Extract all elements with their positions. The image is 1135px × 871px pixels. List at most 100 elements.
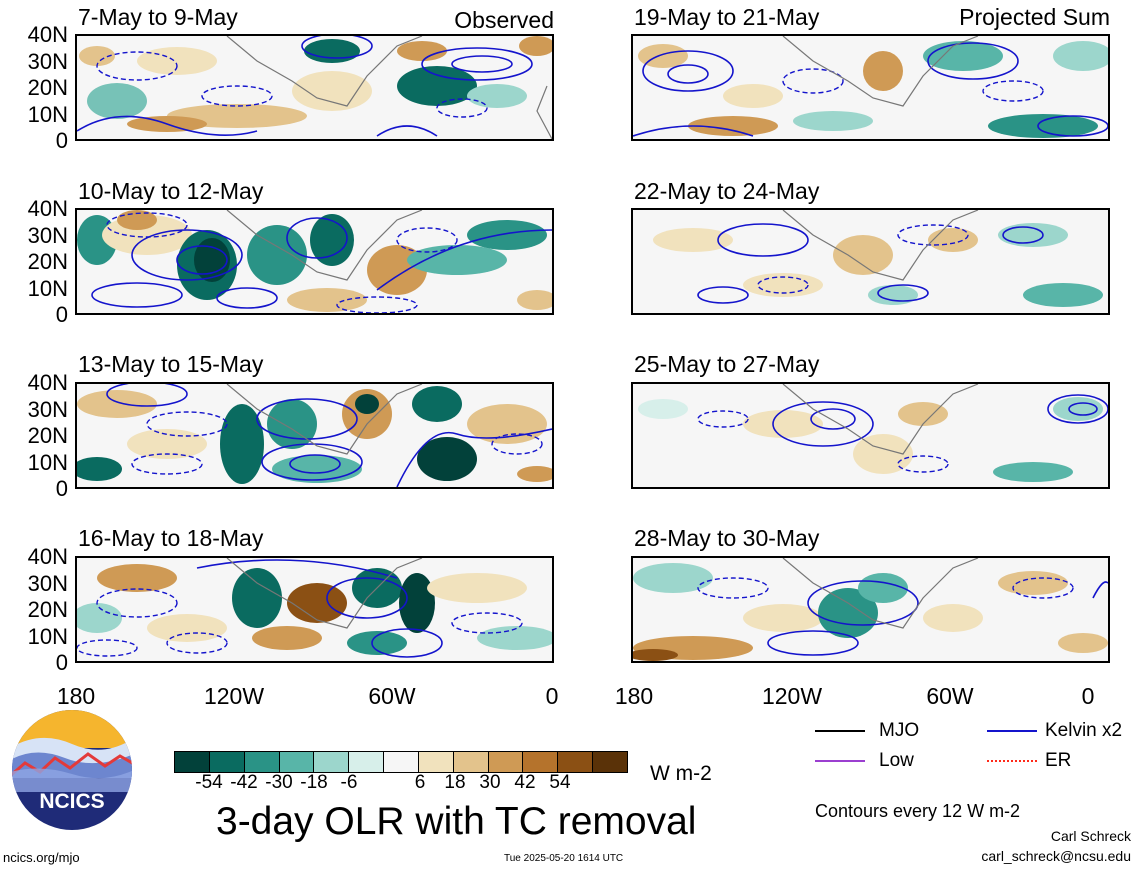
olr-panel-6 [631,208,1110,315]
lat-label-0: 0 [55,476,68,501]
colorbar-tick: -6 [340,772,358,793]
lon-label-180: 180 [56,683,96,709]
olr-map-5 [633,36,1108,138]
olr-map-4 [77,558,552,658]
lat-labels-2: 40N 30N 20N 10N 0 [20,196,72,326]
colorbar-tick: 54 [549,772,571,793]
olr-map-7 [638,384,1108,482]
lat-label-10n: 10N [27,102,68,127]
lat-label-10n: 10N [27,450,68,475]
colorbar-tick: 18 [444,772,466,793]
lat-label-30n: 30N [27,397,68,422]
olr-panel-3 [75,382,554,489]
lat-label-10n: 10N [27,624,68,649]
olr-map-1 [77,36,552,139]
colorbar-swatch [209,752,245,772]
lat-label-20n: 20N [27,249,68,274]
olr-panel-4 [75,556,554,663]
panel-title-3: 13-May to 15-May [78,351,264,377]
footer-url[interactable]: ncics.org/mjo [3,850,80,865]
footer-email[interactable]: carl_schreck@ncsu.edu [981,848,1131,864]
legend-label-er: ER [1045,750,1072,771]
panel-title-8: 28-May to 30-May [634,525,820,551]
legend-label-low: Low [879,750,914,771]
panel-corner-observed: Observed [454,7,554,33]
lon-labels-left: 180 120W 60W 0 [36,685,596,711]
lat-label-30n: 30N [27,571,68,596]
colorbar-swatch [349,752,385,772]
lat-label-10n: 10N [27,276,68,301]
lat-label-40n: 40N [27,370,68,395]
lon-labels-right: 180 120W 60W 0 [594,685,1134,711]
legend-label-kelvin: Kelvin x2 [1045,720,1123,741]
lat-label-0: 0 [55,302,68,327]
lon-label-60w: 60W [926,683,974,709]
colorbar-tick: -30 [265,772,293,793]
lon-label-0: 0 [545,683,559,709]
panel-title-4: 16-May to 18-May [78,525,264,551]
colorbar-swatch [384,752,419,772]
colorbar-swatch [418,752,454,772]
colorbar-tick: 30 [479,772,501,793]
colorbar-swatch [488,752,524,772]
panel-title-5: 19-May to 21-May [634,4,820,30]
lat-label-40n: 40N [27,544,68,569]
figure-title: 3-day OLR with TC removal [216,800,697,843]
colorbar-tick: -54 [195,772,223,793]
panel-title-2: 10-May to 12-May [78,178,264,204]
lon-label-120w: 120W [761,683,823,709]
lat-label-0: 0 [55,650,68,675]
olr-panel-7 [631,382,1110,489]
lat-label-0: 0 [55,128,68,153]
colorbar-units: W m-2 [650,762,712,785]
colorbar-swatch [314,752,350,772]
colorbar-swatch [279,752,315,772]
lat-label-30n: 30N [27,223,68,248]
footer-timestamp: Tue 2025-05-20 1614 UTC [504,853,624,864]
lon-label-0: 0 [1081,683,1095,709]
colorbar-swatch [523,752,559,772]
colorbar-tick: 6 [414,772,426,793]
olr-map-6 [653,210,1103,307]
colorbar-swatch [593,752,627,772]
colorbar-tick: 42 [514,772,536,793]
colorbar-tick: -18 [300,772,328,793]
lat-label-20n: 20N [27,597,68,622]
colorbar-ticks: -54 -42 -30 -18 -6 6 18 30 42 54 [174,773,634,795]
lat-labels-3: 40N 30N 20N 10N 0 [20,370,72,500]
lat-labels-4: 40N 30N 20N 10N 0 [20,544,72,674]
lon-label-120w: 120W [203,683,265,709]
panel-corner-projected: Projected Sum [959,4,1110,30]
legend-line-er [987,760,1037,762]
legend-label-mjo: MJO [879,720,920,741]
colorbar-swatch [244,752,280,772]
olr-panel-1 [75,34,554,141]
panel-title-6: 22-May to 24-May [634,178,820,204]
olr-map-3 [77,384,552,487]
colorbar-tick: -42 [230,772,258,793]
lat-labels-1: 40N 30N 20N 10N 0 [20,22,72,152]
colorbar-swatch [453,752,489,772]
lat-label-20n: 20N [27,75,68,100]
logo-text: NCICS [39,790,104,813]
olr-panel-5 [631,34,1110,141]
colorbar [174,751,628,773]
panel-title-1: 7-May to 9-May [78,4,238,30]
legend-line-kelvin [987,730,1037,732]
lat-label-30n: 30N [27,49,68,74]
lat-label-40n: 40N [27,22,68,47]
lon-label-180: 180 [614,683,654,709]
lon-label-60w: 60W [368,683,416,709]
olr-panel-2 [75,208,554,315]
lat-label-40n: 40N [27,196,68,221]
contour-note: Contours every 12 W m-2 [815,801,1021,821]
legend: MJO Kelvin x2 Low ER [815,718,1133,780]
legend-line-low [815,760,865,762]
panel-title-7: 25-May to 27-May [634,351,820,377]
lat-label-20n: 20N [27,423,68,448]
ncics-logo: NCICS [10,708,134,832]
footer-author: Carl Schreck [1050,828,1131,844]
olr-panel-8 [631,556,1110,663]
colorbar-swatch [558,752,594,772]
legend-line-mjo [815,730,865,732]
